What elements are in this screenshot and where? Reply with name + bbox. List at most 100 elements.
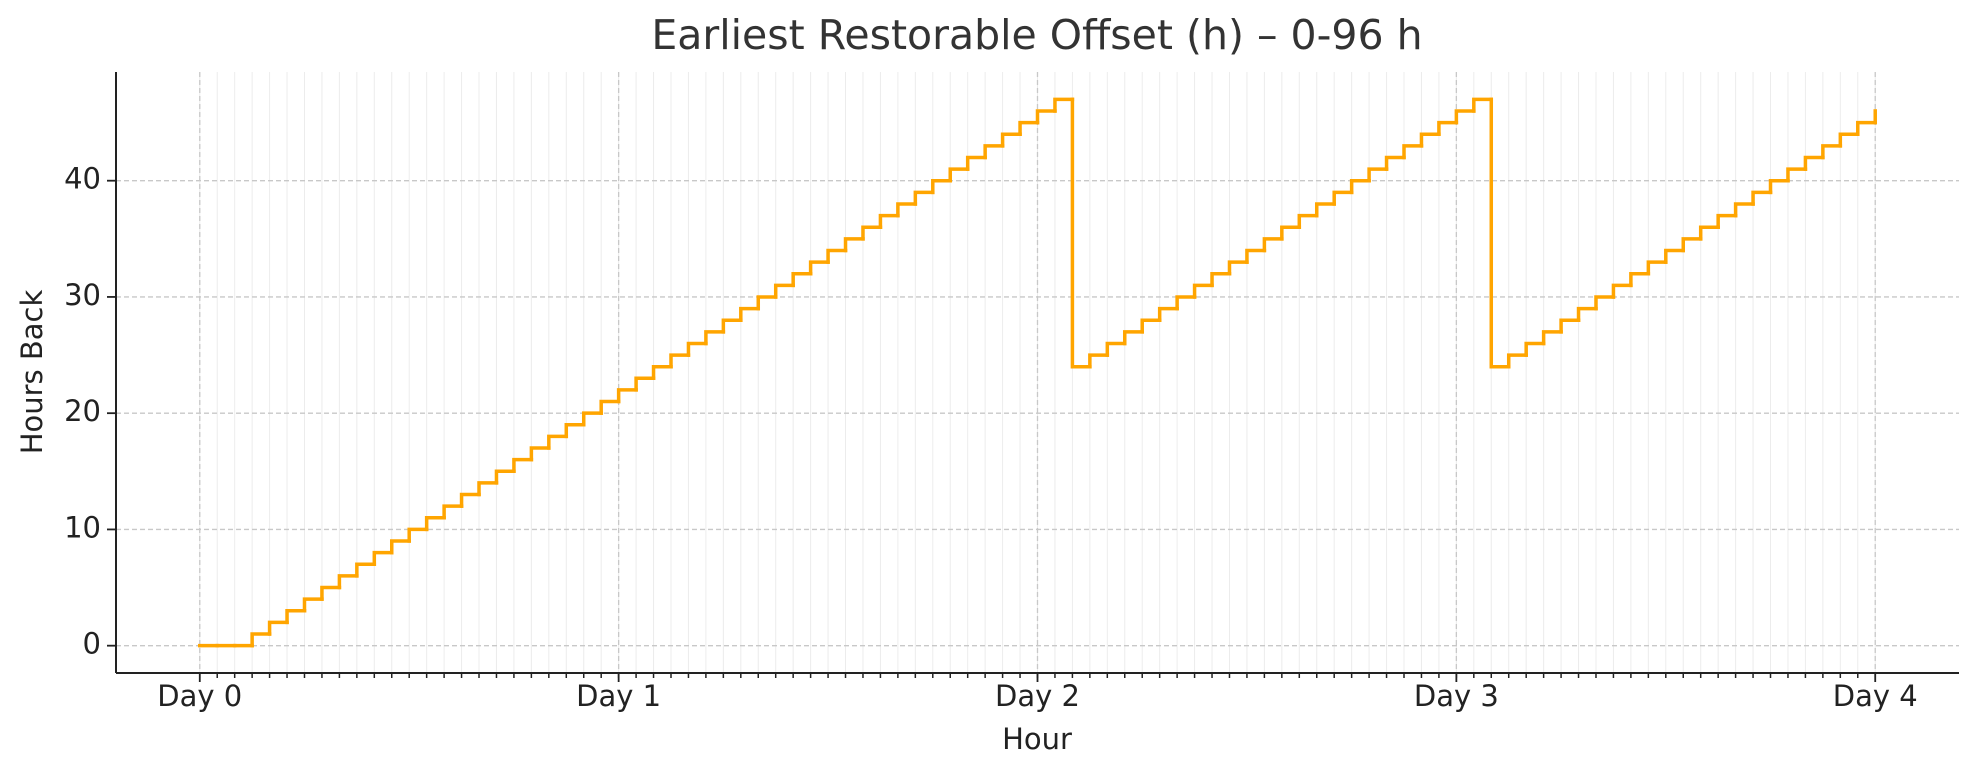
line-step [721, 318, 743, 334]
chart-title: Earliest Restorable Offset (h) – 0-96 h [651, 11, 1422, 59]
line-step [1332, 190, 1354, 206]
line-step [302, 597, 324, 613]
line-step [1367, 167, 1389, 183]
line-step [372, 550, 394, 567]
line-step [250, 632, 272, 648]
line-step [686, 341, 708, 357]
line-step [1698, 225, 1720, 241]
line-step [791, 271, 813, 288]
line-step [1437, 120, 1459, 136]
line-step [773, 283, 795, 299]
line-step [669, 353, 691, 369]
y-tick-label: 10 [64, 510, 101, 544]
line-step [913, 190, 935, 206]
line-step [407, 527, 429, 543]
line-step [564, 423, 586, 439]
line-step [267, 620, 289, 636]
line-step [1821, 144, 1843, 160]
x-tick-label: Day 4 [1833, 679, 1918, 713]
x-tick-label: Day 0 [157, 679, 242, 713]
line-step [704, 330, 726, 346]
x-tick-label: Day 3 [1414, 679, 1499, 713]
line-step [1646, 260, 1668, 276]
line-step [1402, 144, 1424, 160]
line-step [1506, 353, 1528, 369]
line-step [756, 295, 778, 311]
line-step [1664, 248, 1685, 264]
line-step [1803, 155, 1825, 171]
line-step [931, 178, 952, 195]
line-step [826, 248, 848, 264]
line-step [1716, 213, 1738, 229]
line-step [1000, 132, 1022, 148]
x-tick-label: Day 2 [995, 679, 1080, 713]
line-step [581, 411, 603, 427]
line-step [1524, 341, 1546, 357]
line-step [1123, 330, 1144, 346]
line-step [1489, 97, 1511, 369]
line-step [965, 155, 987, 171]
line-step [1245, 248, 1267, 264]
line-step [512, 457, 534, 474]
line-step [634, 376, 656, 392]
line-step [616, 388, 638, 404]
line-step [1349, 178, 1371, 195]
line-step [896, 202, 918, 218]
line-step [1175, 295, 1197, 311]
line-step [1733, 202, 1755, 218]
line-step [1192, 283, 1214, 299]
y-tick-label: 30 [64, 278, 101, 312]
line-step [494, 469, 516, 485]
line-step [1576, 306, 1598, 322]
line-step [1314, 202, 1336, 218]
line-step [1088, 353, 1110, 369]
line-step [1838, 132, 1860, 148]
line-step [1419, 132, 1441, 148]
line-step [861, 225, 883, 241]
line-step [1140, 318, 1162, 334]
line-step [1210, 271, 1232, 288]
line-step [1157, 306, 1179, 322]
line-step [424, 516, 446, 532]
line-step [739, 306, 761, 322]
line-step [1472, 97, 1494, 113]
line-step [1227, 260, 1249, 276]
line-step [808, 260, 830, 276]
y-tick-label: 40 [64, 162, 101, 196]
line-step [1070, 97, 1092, 369]
y-tick-label: 20 [64, 394, 101, 428]
line-step [477, 481, 499, 497]
line-step [529, 446, 551, 462]
line-step [1297, 213, 1319, 229]
line-step [1768, 178, 1790, 195]
line-step [337, 574, 359, 590]
y-tick-label: 0 [83, 627, 101, 661]
line-step [1105, 341, 1127, 357]
line-step [1384, 155, 1406, 171]
line-step [1053, 97, 1075, 113]
x-axis-label: Hour [1002, 722, 1072, 756]
line-step [599, 399, 621, 415]
line-step [320, 585, 342, 601]
line-step [1681, 237, 1703, 253]
line-step [285, 609, 307, 625]
line-step [1856, 120, 1877, 136]
line-step [651, 364, 673, 381]
line-step [983, 144, 1005, 160]
line-step [1018, 120, 1040, 136]
x-tick-label: Day 1 [576, 679, 661, 713]
line-step [878, 213, 900, 229]
line-step [442, 504, 464, 520]
line-step [1629, 271, 1651, 288]
line-step [1541, 330, 1563, 346]
line-step [1262, 237, 1284, 253]
line-step [843, 237, 865, 253]
line-step [1454, 109, 1476, 125]
line-step [547, 434, 569, 450]
line-step [1035, 109, 1057, 125]
line-step [1751, 190, 1773, 206]
line-step [355, 562, 377, 578]
line-step [459, 492, 481, 508]
line-step [948, 167, 970, 183]
